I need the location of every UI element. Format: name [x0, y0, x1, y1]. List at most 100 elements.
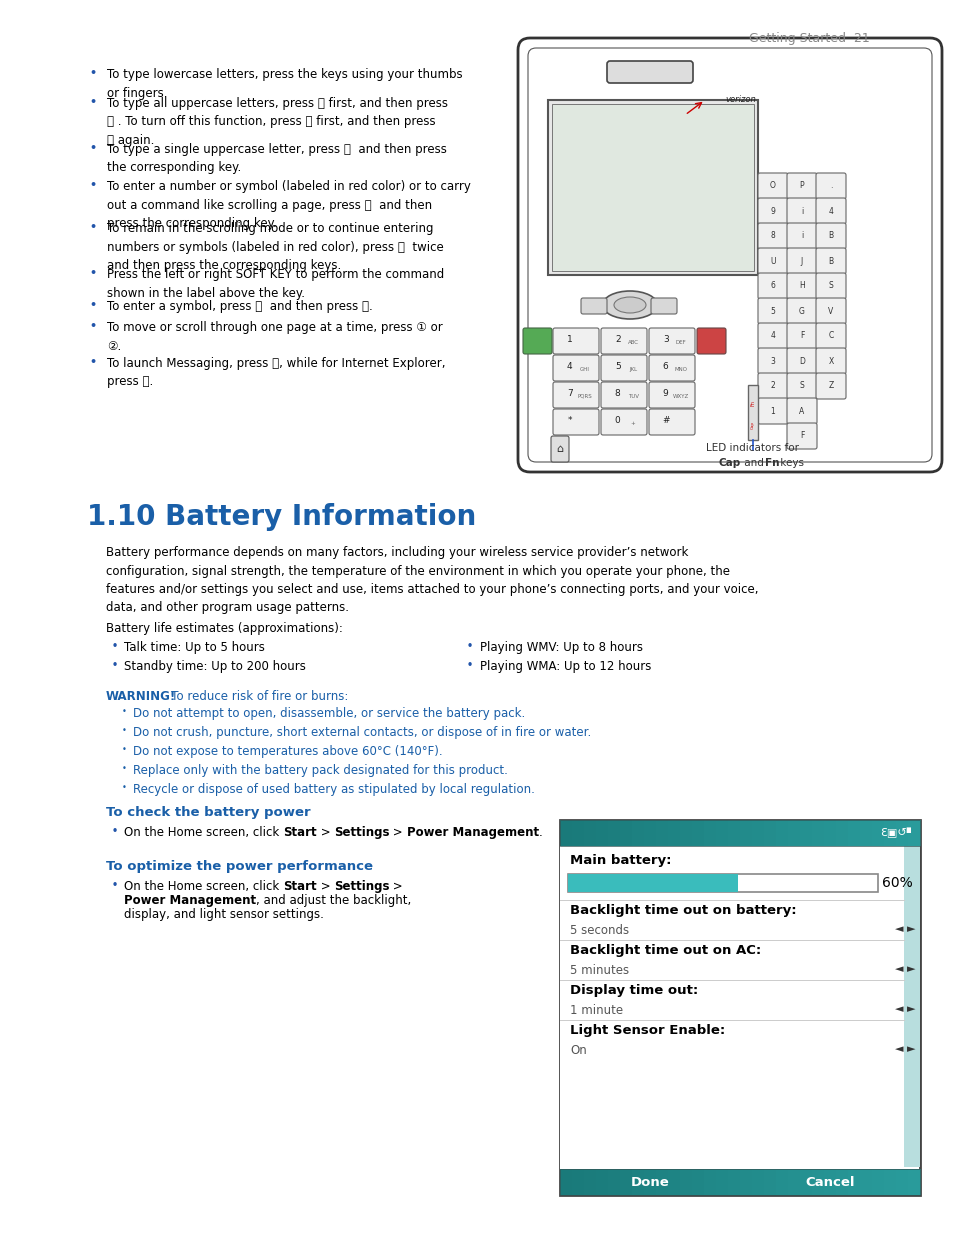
FancyBboxPatch shape [606, 61, 692, 83]
Bar [631, 1170, 644, 1195]
Text: 1: 1 [566, 336, 572, 345]
Text: display, and light sensor settings.: display, and light sensor settings. [124, 908, 323, 921]
Ellipse shape [614, 296, 645, 312]
Bar [572, 820, 584, 846]
FancyBboxPatch shape [758, 298, 787, 324]
Bar [787, 820, 801, 846]
Text: 6: 6 [662, 362, 668, 372]
Bar [751, 820, 764, 846]
Text: 6: 6 [770, 282, 775, 290]
Text: D: D [799, 357, 804, 366]
Text: 1 minute: 1 minute [569, 1004, 622, 1016]
Text: F: F [799, 331, 803, 341]
Text: .: . [538, 826, 542, 839]
Text: keys: keys [776, 458, 803, 468]
Text: •: • [90, 321, 96, 331]
Bar [667, 820, 680, 846]
Text: 8: 8 [770, 231, 775, 241]
Text: On: On [569, 1044, 586, 1057]
FancyBboxPatch shape [815, 248, 845, 274]
FancyBboxPatch shape [600, 354, 646, 382]
Text: 3: 3 [662, 336, 668, 345]
FancyBboxPatch shape [648, 382, 695, 408]
Bar [643, 820, 657, 846]
Text: 60%: 60% [882, 876, 912, 890]
Text: Settings: Settings [334, 881, 389, 893]
Text: •: • [90, 68, 96, 78]
Text: P: P [799, 182, 803, 190]
Bar [859, 820, 872, 846]
Bar [552, 104, 753, 270]
Bar [835, 820, 848, 846]
Bar [763, 1170, 776, 1195]
Bar [619, 820, 633, 846]
Bar [871, 1170, 884, 1195]
Bar [847, 820, 861, 846]
Bar [656, 1170, 668, 1195]
Bar [835, 1170, 848, 1195]
Text: •: • [112, 659, 118, 671]
FancyBboxPatch shape [815, 273, 845, 299]
Text: •: • [90, 143, 96, 153]
Text: Z: Z [827, 382, 833, 390]
Bar [883, 1170, 896, 1195]
Text: To remain in the scrolling mode or to continue entering
numbers or symbols (labe: To remain in the scrolling mode or to co… [107, 222, 443, 272]
FancyBboxPatch shape [758, 348, 787, 374]
Text: verizon: verizon [724, 95, 755, 105]
FancyBboxPatch shape [815, 173, 845, 199]
Bar [823, 820, 836, 846]
Text: 0: 0 [614, 416, 619, 425]
Text: 8: 8 [614, 389, 619, 399]
Text: >: > [389, 881, 403, 893]
Text: ℇ▣↺▘: ℇ▣↺▘ [879, 827, 914, 839]
Text: •: • [466, 641, 473, 651]
Text: G: G [799, 306, 804, 315]
Text: 9: 9 [770, 206, 775, 215]
Text: 1: 1 [770, 406, 775, 415]
Text: Press the left or right SOFT KEY to perform the command
shown in the label above: Press the left or right SOFT KEY to perf… [107, 268, 444, 300]
FancyBboxPatch shape [815, 348, 845, 374]
Bar [727, 1170, 740, 1195]
Bar [691, 820, 704, 846]
Text: 1.10 Battery Information: 1.10 Battery Information [87, 503, 476, 531]
Text: On the Home screen, click: On the Home screen, click [124, 826, 283, 839]
Text: 5: 5 [614, 362, 619, 372]
Bar [643, 1170, 657, 1195]
FancyBboxPatch shape [815, 224, 845, 249]
Text: B: B [827, 257, 833, 266]
Text: ◄ ►: ◄ ► [894, 1004, 915, 1014]
Text: and: and [740, 458, 766, 468]
Bar [559, 820, 919, 1195]
FancyBboxPatch shape [786, 298, 816, 324]
Bar [559, 1170, 573, 1195]
Bar [716, 1170, 728, 1195]
Bar [907, 820, 920, 846]
Text: *: * [567, 416, 572, 425]
Text: MNO: MNO [674, 367, 687, 372]
Text: To type a single uppercase letter, press Ⓔ  and then press
the corresponding key: To type a single uppercase letter, press… [107, 143, 446, 174]
FancyBboxPatch shape [758, 373, 787, 399]
Bar [559, 1170, 919, 1195]
FancyBboxPatch shape [786, 348, 816, 374]
Text: To enter a symbol, press Ⓕ  and then press Ⓝ.: To enter a symbol, press Ⓕ and then pres… [107, 300, 373, 312]
Text: F: F [799, 431, 803, 441]
FancyBboxPatch shape [580, 298, 606, 314]
Text: 7: 7 [566, 389, 572, 399]
Bar [751, 1170, 764, 1195]
Text: On the Home screen, click: On the Home screen, click [124, 881, 283, 893]
Text: •: • [121, 726, 127, 735]
Text: >: > [389, 826, 406, 839]
Text: •: • [112, 881, 118, 890]
FancyBboxPatch shape [553, 354, 598, 382]
Text: ⌂: ⌂ [556, 445, 563, 454]
FancyBboxPatch shape [517, 38, 941, 472]
Bar [903, 846, 919, 1167]
Text: ◄ ►: ◄ ► [894, 924, 915, 934]
FancyBboxPatch shape [600, 382, 646, 408]
FancyBboxPatch shape [758, 273, 787, 299]
Bar [747, 385, 758, 440]
Bar [559, 820, 573, 846]
FancyBboxPatch shape [553, 382, 598, 408]
FancyBboxPatch shape [786, 198, 816, 224]
Text: ABC: ABC [627, 340, 639, 345]
